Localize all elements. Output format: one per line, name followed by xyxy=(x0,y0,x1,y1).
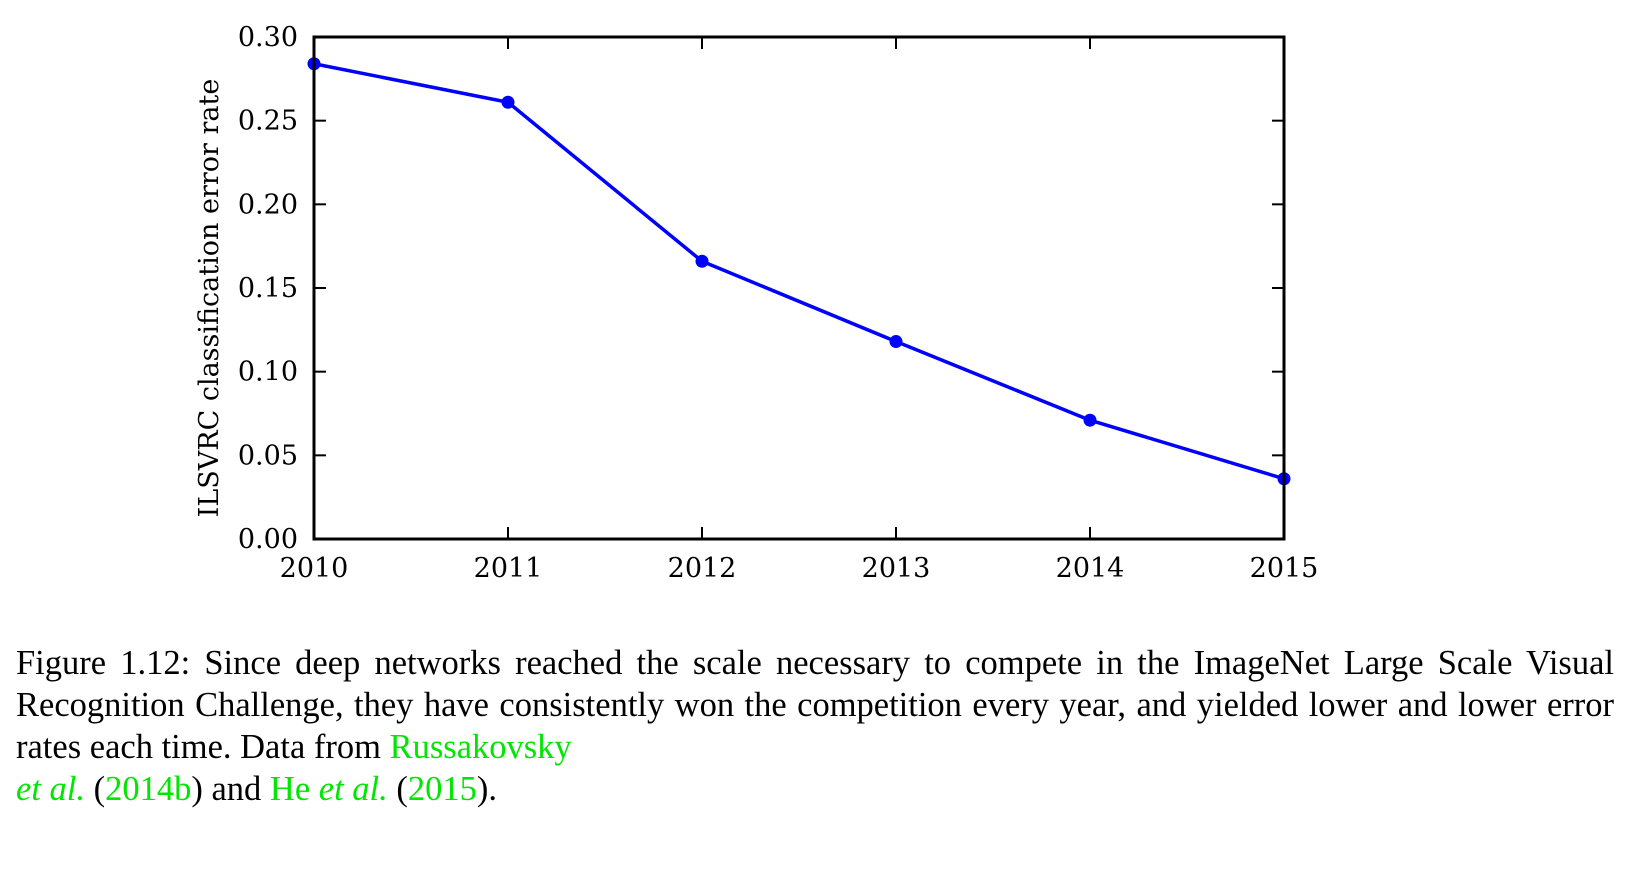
series-group xyxy=(307,57,1291,486)
y-tick-label: 0.15 xyxy=(238,273,298,304)
x-tick-label: 2012 xyxy=(668,553,737,584)
y-axis-label: ILSVRC classification error rate xyxy=(194,79,225,518)
figure-caption: Figure 1.12: Since deep networks reached… xyxy=(16,642,1614,810)
data-point xyxy=(1083,413,1097,427)
plot-frame xyxy=(312,35,1286,541)
error-rate-chart: 0.000.050.100.150.200.250.30 2010 2011 201… xyxy=(194,22,1319,584)
citation-russakovsky-link[interactable]: Russakovsky xyxy=(389,728,572,766)
caption-text: Figure 1.12: Since deep networks reached… xyxy=(16,644,1614,766)
x-tick-label: 2013 xyxy=(862,553,931,584)
citation-he-etal[interactable]: et al. xyxy=(318,770,388,808)
x-tick-label: 2014 xyxy=(1056,553,1125,584)
data-point xyxy=(501,95,515,109)
x-tick-label: 2015 xyxy=(1250,553,1319,584)
x-tick-labels: 2010 2011 2012 2013 2014 2015 xyxy=(280,553,1319,584)
y-tick-label: 0.10 xyxy=(238,357,298,388)
citation-russakovsky-etal[interactable]: et al. xyxy=(16,770,85,808)
caption-paren: ( xyxy=(84,770,106,808)
x-tick-label: 2011 xyxy=(474,553,543,584)
data-point xyxy=(695,254,709,268)
y-tick-labels: 0.00 0.05 0.10 0.15 0.20 0.25 0.30 xyxy=(238,22,298,555)
axis-ticks xyxy=(313,36,1285,540)
data-point xyxy=(889,335,903,349)
y-tick-label: 0.00 xyxy=(238,524,298,555)
caption-text-mid: ) and xyxy=(191,770,270,808)
y-tick-label: 0.05 xyxy=(238,440,298,471)
y-tick-label: 0.30 xyxy=(238,22,298,53)
y-tick-label: 0.20 xyxy=(238,189,298,220)
y-tick-label: 0.25 xyxy=(238,106,298,137)
citation-he-link[interactable]: He xyxy=(269,770,311,808)
caption-paren: ( xyxy=(387,770,408,808)
x-tick-label: 2010 xyxy=(280,553,349,584)
caption-text-end: ). xyxy=(476,770,498,808)
citation-he-year-link[interactable]: 2015 xyxy=(407,770,477,808)
series-line xyxy=(313,62,1285,481)
citation-russakovsky-year-link[interactable]: 2014b xyxy=(105,770,192,808)
